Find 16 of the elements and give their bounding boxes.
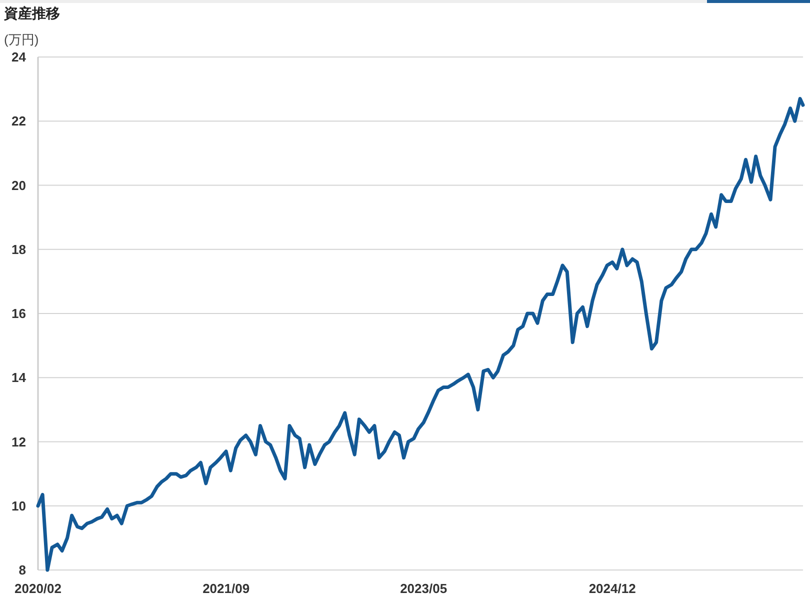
x-tick-label: 2020/02 — [14, 581, 62, 596]
chart-title: 資産推移 — [3, 5, 60, 21]
y-axis-title: (万円) — [4, 32, 39, 47]
y-tick-label: 16 — [12, 306, 26, 322]
y-tick-label: 12 — [12, 434, 26, 450]
x-tick-label: 2021/09 — [202, 581, 250, 596]
y-tick-label: 14 — [12, 370, 27, 386]
x-tick-label: 2023/05 — [400, 581, 448, 596]
line-series — [36, 96, 805, 572]
y-tick-label: 22 — [12, 114, 26, 129]
y-tick-label: 8 — [18, 562, 26, 578]
x-tick-label: 2024/12 — [588, 581, 636, 596]
y-tick-label: 18 — [12, 242, 26, 257]
y-tick-label: 10 — [12, 498, 26, 514]
y-tick-label: 24 — [12, 50, 27, 65]
y-tick-label: 20 — [12, 178, 26, 193]
